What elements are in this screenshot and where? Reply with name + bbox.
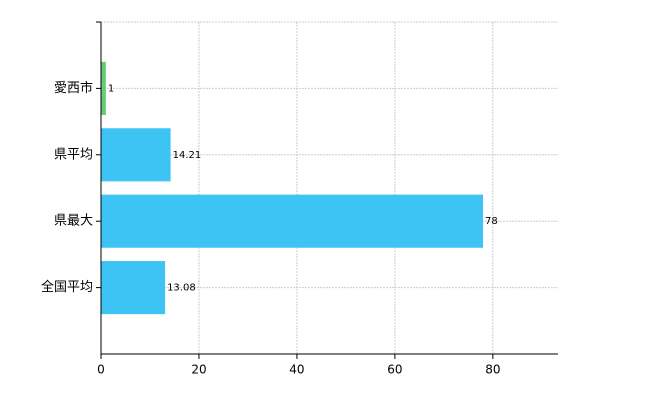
x-tick-label: 0	[97, 363, 105, 377]
y-tick-label: 県最大	[54, 214, 93, 229]
x-tick-label: 80	[485, 363, 500, 377]
x-tick-label: 40	[289, 363, 304, 377]
y-tick-label: 全国平均	[41, 279, 93, 295]
bar	[101, 194, 484, 248]
y-tick-label: 県平均	[54, 147, 93, 162]
value-label: 13.08	[167, 283, 196, 294]
x-tick-label: 60	[387, 363, 402, 377]
value-label: 1	[108, 83, 114, 94]
bar	[101, 61, 106, 115]
bar	[101, 261, 166, 315]
bar	[101, 128, 171, 182]
value-label: 14.21	[173, 150, 202, 161]
y-tick-label: 愛西市	[54, 80, 93, 96]
value-label: 78	[485, 216, 498, 227]
x-tick-label: 20	[191, 363, 206, 377]
